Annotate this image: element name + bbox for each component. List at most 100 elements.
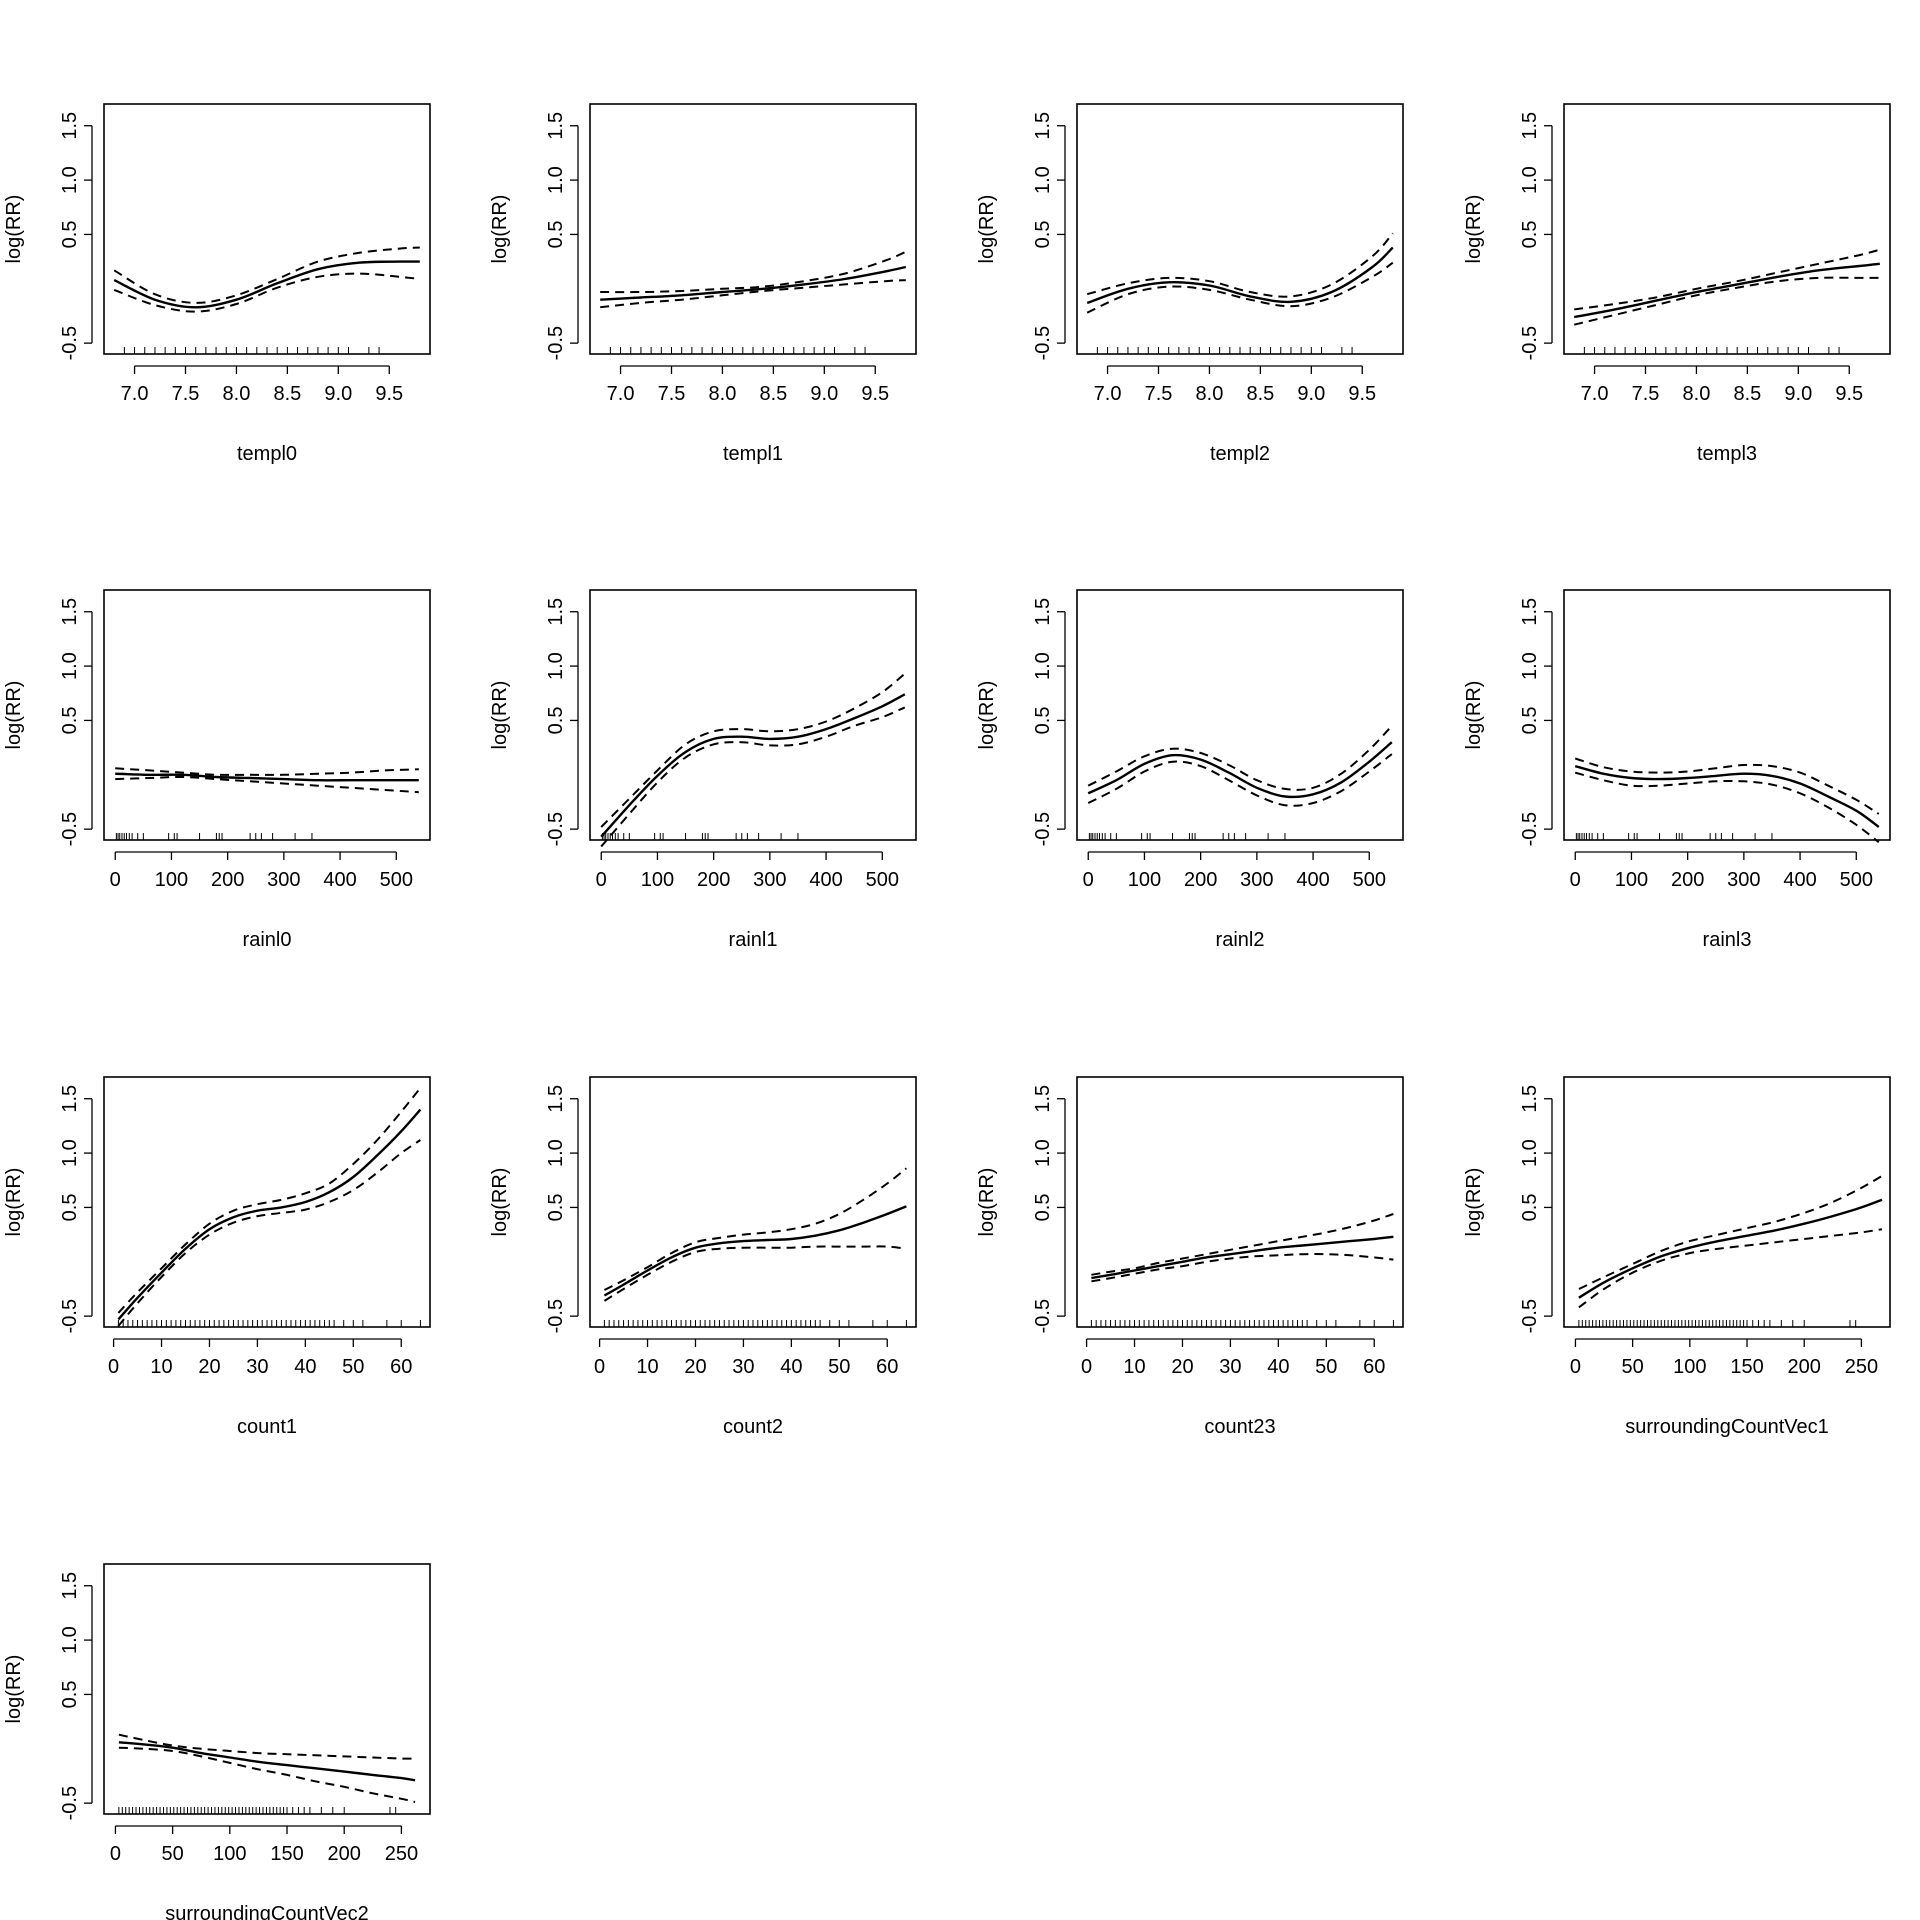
x-tick-label: 7.0 [121, 383, 149, 405]
x-tick-label: 8.5 [759, 383, 787, 405]
plot-frame [103, 589, 431, 841]
lower-ci-curve [1578, 1228, 1883, 1309]
fit-curve [603, 1205, 907, 1297]
x-tick-label: 400 [1783, 869, 1816, 891]
plot-frame [103, 1076, 431, 1328]
fit-curve [600, 693, 906, 838]
plot-frame [589, 103, 917, 355]
fit-curve [1087, 741, 1393, 799]
plot-frame [1563, 1076, 1891, 1328]
y-tick-label: 1.0 [59, 166, 81, 194]
panel-rainl2: 0 100 200 300 400 500 -0.5 0.5 1.0 1.5 rainl2 log(R… [976, 589, 1404, 951]
fit-curve [1578, 1198, 1883, 1299]
y-axis-title: log(RR) [3, 1168, 25, 1237]
x-tick-label: 60 [876, 1356, 898, 1378]
fit-curve [600, 265, 907, 301]
upper-ci-curve [113, 246, 420, 304]
upper-ci-curve [118, 1733, 416, 1760]
x-tick-label: 100 [1615, 869, 1648, 891]
x-tick-label: 7.0 [1094, 383, 1122, 405]
panel-count23: 0 10 20 30 40 50 60 -0.5 0.5 1.0 1.5 count23 log(RR) [976, 1076, 1404, 1438]
panel-surroundingCountVec1: 0 50 100 150 200 250 -0.5 0.5 1.0 1.5 surroundingC… [1463, 1076, 1891, 1438]
x-tick-label: 8.0 [1196, 383, 1224, 405]
y-tick-label: -0.5 [1519, 1299, 1541, 1333]
y-tick-label: 0.5 [545, 1194, 567, 1222]
x-tick-label: 60 [1363, 1356, 1385, 1378]
y-tick-label: 1.5 [545, 598, 567, 626]
lower-ci-curve [1086, 261, 1394, 314]
y-tick-label: 1.0 [1032, 166, 1054, 194]
x-tick-label: 7.0 [1581, 383, 1609, 405]
y-tick-label: 1.0 [1032, 652, 1054, 680]
x-tick-label: 400 [323, 869, 356, 891]
y-tick-label: 1.5 [1519, 1085, 1541, 1113]
y-axis-title: log(RR) [1463, 681, 1485, 750]
y-tick-label: 0.5 [545, 221, 567, 249]
x-tick-label: 100 [213, 1843, 246, 1865]
panel-templ0: 7.0 7.5 8.0 8.5 9.0 9.5 -0.5 0.5 1.0 1.5 templ0 log… [3, 103, 431, 465]
x-tick-label: 0 [1570, 869, 1581, 891]
x-axis-title: rainl1 [729, 929, 778, 951]
x-tick-label: 0 [110, 1843, 121, 1865]
x-tick-label: 9.0 [1297, 383, 1325, 405]
x-tick-label: 9.5 [1835, 383, 1863, 405]
plot-frame [1076, 589, 1404, 841]
x-tick-label: 30 [732, 1356, 754, 1378]
plot-frame [103, 103, 431, 355]
x-tick-label: 100 [641, 869, 674, 891]
panel-templ2: 7.0 7.5 8.0 8.5 9.0 9.5 -0.5 0.5 1.0 1.5 templ2 log… [976, 103, 1404, 465]
x-tick-label: 200 [697, 869, 730, 891]
plot-frame [1076, 1076, 1404, 1328]
x-axis-title: surroundingCountVec1 [1625, 1416, 1828, 1438]
y-tick-label: 1.0 [1032, 1139, 1054, 1167]
y-tick-label: -0.5 [545, 1299, 567, 1333]
y-tick-label: 1.5 [1519, 112, 1541, 140]
lower-ci-curve [118, 1746, 416, 1803]
y-tick-label: 1.5 [59, 1572, 81, 1600]
x-tick-label: 20 [684, 1356, 706, 1378]
x-tick-label: 0 [1570, 1356, 1581, 1378]
x-tick-label: 0 [1083, 869, 1094, 891]
x-axis-title: templ3 [1697, 443, 1757, 465]
x-tick-label: 10 [1123, 1356, 1145, 1378]
x-axis-title: rainl3 [1703, 929, 1752, 951]
x-tick-label: 0 [596, 869, 607, 891]
panel-templ1: 7.0 7.5 8.0 8.5 9.0 9.5 -0.5 0.5 1.0 1.5 templ1 log… [489, 103, 917, 465]
fit-curve [118, 1741, 416, 1782]
x-tick-label: 500 [380, 869, 413, 891]
x-tick-label: 0 [594, 1356, 605, 1378]
plot-frame [1563, 589, 1891, 841]
y-tick-label: 1.0 [59, 1626, 81, 1654]
y-tick-label: 1.5 [1032, 112, 1054, 140]
lower-ci-curve [117, 1139, 421, 1327]
lower-ci-curve [600, 706, 906, 848]
x-tick-label: 0 [1081, 1356, 1092, 1378]
panel-rainl3: 0 100 200 300 400 500 -0.5 0.5 1.0 1.5 rainl3 log(R… [1463, 589, 1891, 951]
x-tick-label: 10 [636, 1356, 658, 1378]
y-tick-label: -0.5 [59, 812, 81, 846]
x-tick-label: 10 [150, 1356, 172, 1378]
y-tick-label: 1.0 [545, 1139, 567, 1167]
y-tick-label: 1.0 [545, 166, 567, 194]
y-axis-title: log(RR) [976, 681, 998, 750]
x-tick-label: 250 [1845, 1356, 1878, 1378]
y-axis-title: log(RR) [489, 681, 511, 750]
y-axis-title: log(RR) [3, 195, 25, 264]
x-axis-title: rainl0 [243, 929, 292, 951]
y-tick-label: 0.5 [1032, 707, 1054, 735]
x-tick-label: 20 [198, 1356, 220, 1378]
y-tick-label: -0.5 [545, 326, 567, 360]
x-tick-label: 8.5 [1246, 383, 1274, 405]
upper-ci-curve [1091, 1213, 1394, 1276]
fit-curve [115, 772, 419, 782]
x-tick-label: 7.5 [1632, 383, 1660, 405]
x-axis-title: count1 [237, 1416, 297, 1438]
plot-frame [589, 1076, 917, 1328]
y-tick-label: 0.5 [1519, 221, 1541, 249]
x-tick-label: 30 [1219, 1356, 1241, 1378]
x-tick-label: 300 [1240, 869, 1273, 891]
fit-curve [1086, 246, 1394, 305]
x-axis-title: templ1 [723, 443, 783, 465]
y-axis-title: log(RR) [489, 195, 511, 264]
panel-count2: 0 10 20 30 40 50 60 -0.5 0.5 1.0 1.5 count2 log(RR) [489, 1076, 917, 1438]
